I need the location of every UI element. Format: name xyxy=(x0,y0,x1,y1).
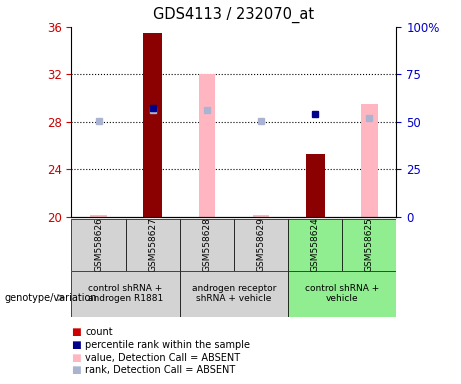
Text: GSM558626: GSM558626 xyxy=(94,217,103,272)
Text: ■: ■ xyxy=(71,365,81,375)
Text: GSM558625: GSM558625 xyxy=(365,217,374,272)
Bar xyxy=(90,215,106,217)
Text: value, Detection Call = ABSENT: value, Detection Call = ABSENT xyxy=(85,353,240,362)
Bar xyxy=(288,219,342,271)
Bar xyxy=(71,271,180,317)
Bar xyxy=(180,219,234,271)
Text: androgen receptor
shRNA + vehicle: androgen receptor shRNA + vehicle xyxy=(192,284,276,303)
Bar xyxy=(361,104,378,217)
Bar xyxy=(288,271,396,317)
Text: rank, Detection Call = ABSENT: rank, Detection Call = ABSENT xyxy=(85,365,236,375)
Text: ■: ■ xyxy=(71,340,81,350)
Text: GSM558627: GSM558627 xyxy=(148,217,157,272)
Text: GSM558624: GSM558624 xyxy=(311,217,320,272)
Bar xyxy=(199,74,215,217)
Text: genotype/variation: genotype/variation xyxy=(5,293,97,303)
Text: control shRNA +
androgen R1881: control shRNA + androgen R1881 xyxy=(88,284,163,303)
Text: count: count xyxy=(85,327,113,337)
Bar xyxy=(143,33,162,217)
Text: GSM558629: GSM558629 xyxy=(256,217,266,272)
Bar xyxy=(253,215,269,217)
Title: GDS4113 / 232070_at: GDS4113 / 232070_at xyxy=(154,7,314,23)
Bar xyxy=(125,219,180,271)
Text: ■: ■ xyxy=(71,327,81,337)
Text: control shRNA +
vehicle: control shRNA + vehicle xyxy=(305,284,379,303)
Bar xyxy=(234,219,288,271)
Bar xyxy=(71,219,125,271)
Bar xyxy=(180,271,288,317)
Bar xyxy=(342,219,396,271)
Text: percentile rank within the sample: percentile rank within the sample xyxy=(85,340,250,350)
Text: GSM558628: GSM558628 xyxy=(202,217,212,272)
Bar xyxy=(306,154,325,217)
Text: ■: ■ xyxy=(71,353,81,362)
